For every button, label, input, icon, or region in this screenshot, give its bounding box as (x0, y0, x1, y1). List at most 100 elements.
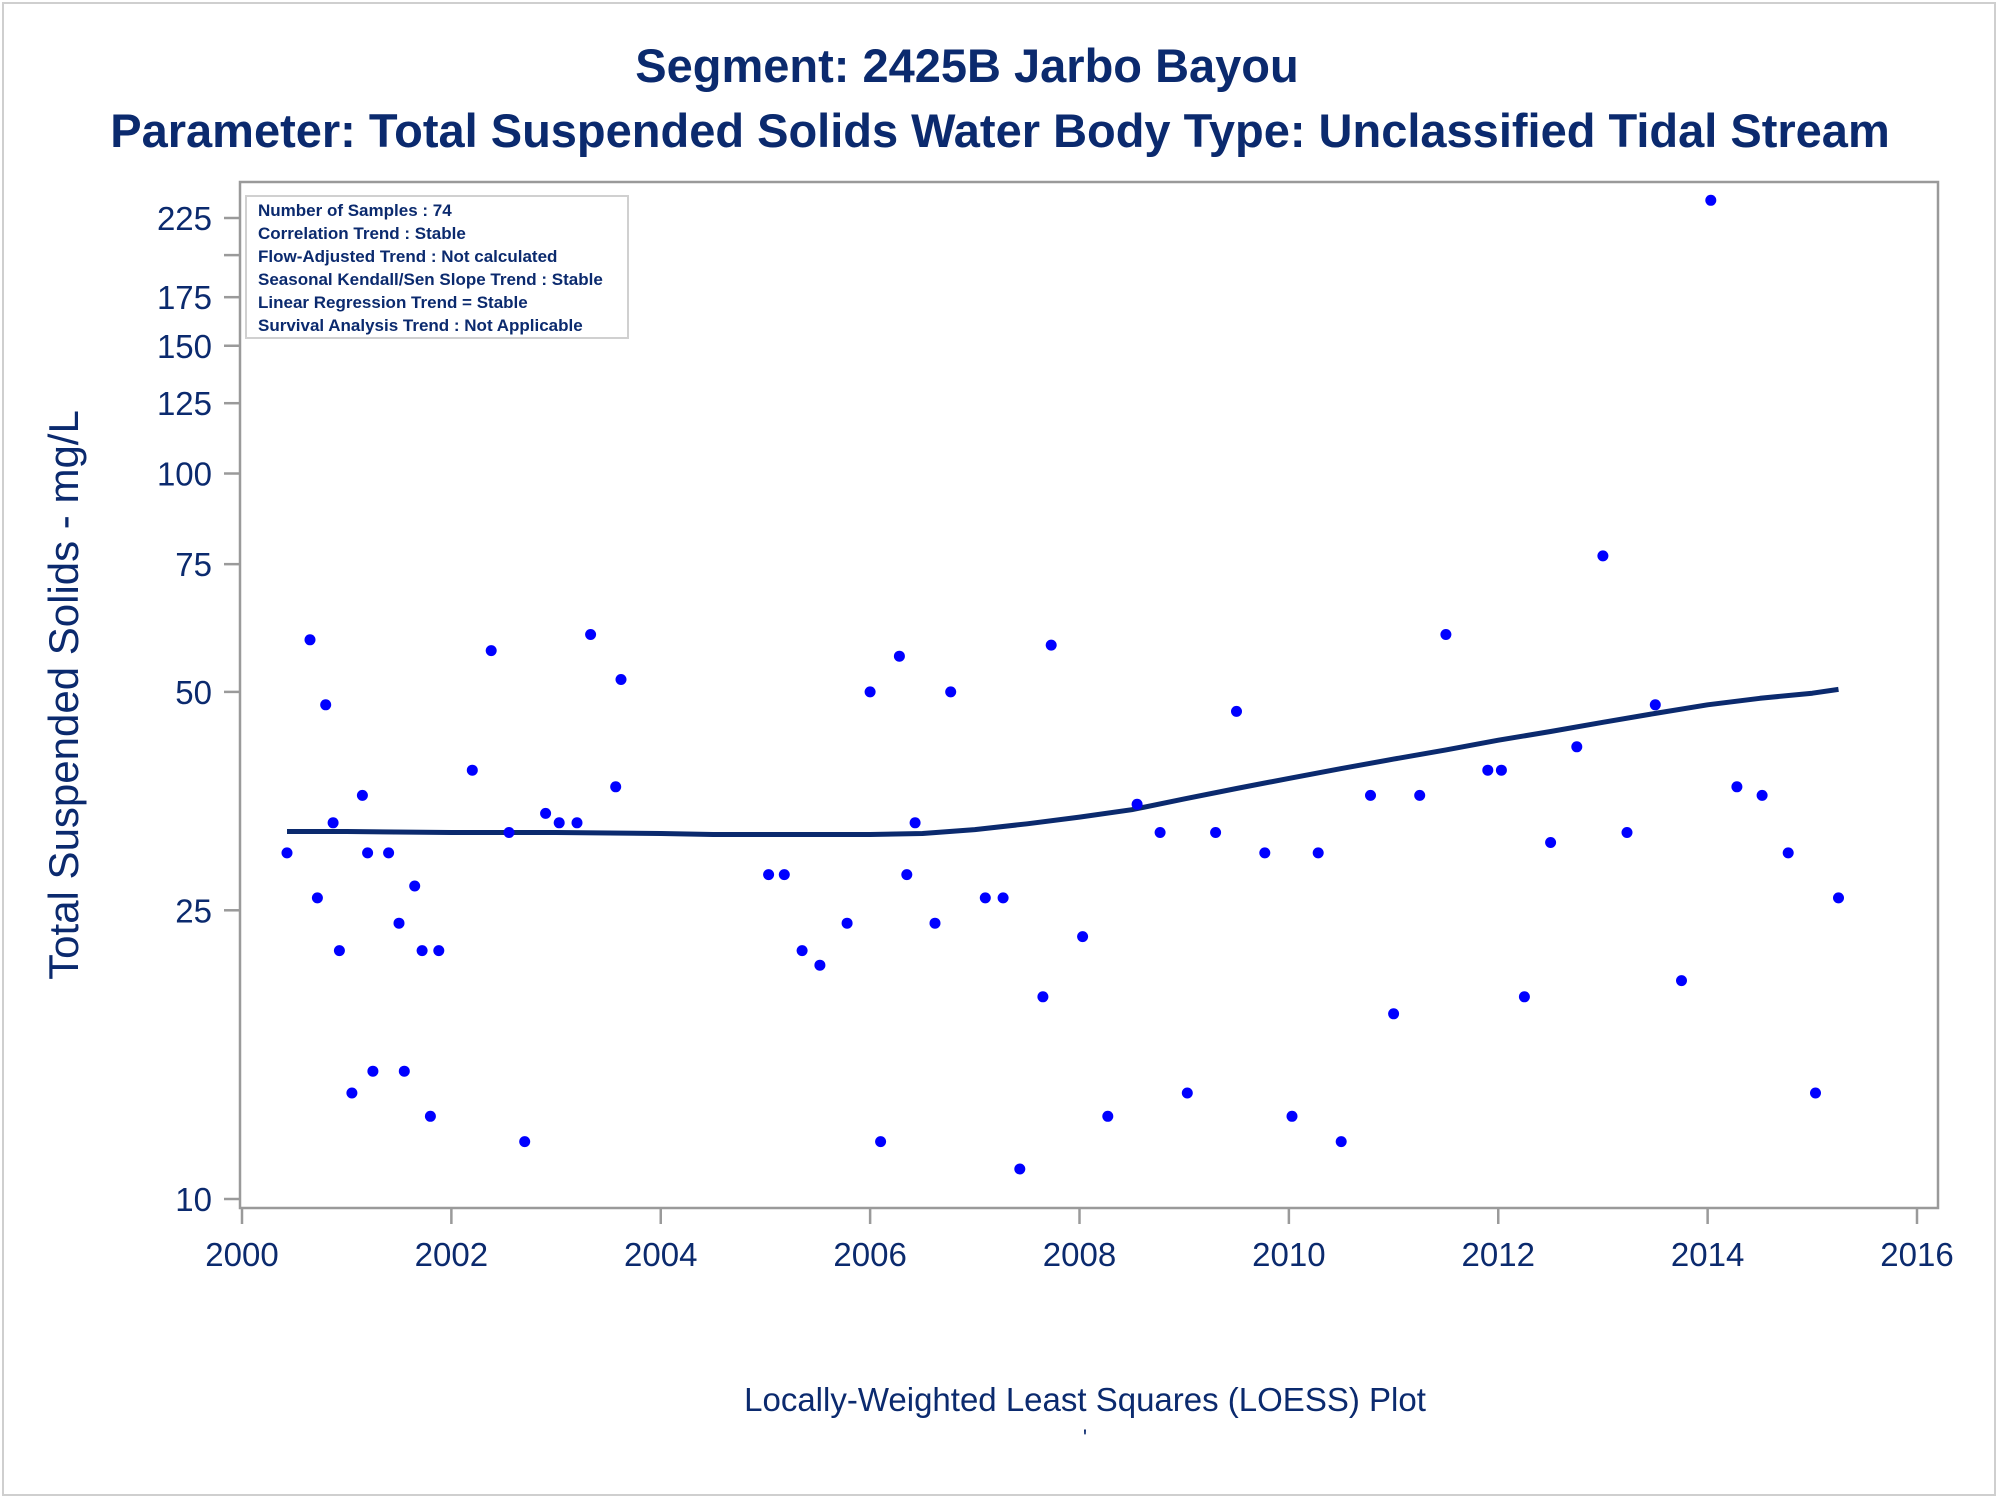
data-point (519, 1136, 531, 1148)
data-point (1545, 837, 1557, 848)
stats-line-seasonal-kendall: Seasonal Kendall/Sen Slope Trend : Stabl… (258, 270, 603, 289)
data-point (416, 945, 428, 957)
data-point (1335, 1136, 1347, 1148)
data-point (333, 945, 345, 957)
x-tick-label: 2012 (1462, 1236, 1535, 1273)
data-point (1312, 847, 1324, 859)
x-tick-label: 2006 (833, 1236, 906, 1273)
data-point (875, 1136, 887, 1148)
data-point (1045, 639, 1057, 651)
x-tick-label: 2002 (415, 1236, 488, 1273)
data-point (356, 789, 368, 801)
data-point (1495, 764, 1507, 776)
data-point (409, 880, 421, 892)
x-axis: 2000 2002 2004 2006 2008 2010 2012 2014 2016 (205, 1208, 1954, 1273)
y-tick-label: 225 (157, 200, 212, 237)
data-point (1286, 1110, 1298, 1122)
x-tick-label: 2000 (205, 1236, 278, 1273)
data-point (362, 847, 374, 859)
data-point (1131, 798, 1143, 810)
y-tick-label: 100 (157, 456, 212, 493)
y-tick-label: 10 (175, 1181, 212, 1218)
data-point (1731, 781, 1743, 793)
data-point (1833, 892, 1844, 904)
stats-line-survival: Survival Analysis Trend : Not Applicable (258, 316, 583, 335)
stats-box-border (245, 195, 629, 339)
data-point (1414, 789, 1426, 801)
data-point (1756, 789, 1768, 801)
data-point (1649, 699, 1661, 711)
data-point (311, 892, 323, 904)
data-point (383, 847, 395, 859)
data-point (1482, 764, 1494, 776)
data-point (1181, 1087, 1193, 1099)
data-point (485, 645, 497, 657)
data-point (893, 650, 905, 662)
y-tick-label: 125 (157, 385, 212, 422)
stats-line-correlation: Correlation Trend : Stable (258, 224, 466, 243)
data-point (814, 959, 826, 971)
x-tick-label: 2010 (1252, 1236, 1325, 1273)
data-point (1440, 629, 1452, 640)
data-point (1365, 789, 1376, 801)
data-point (424, 1110, 436, 1122)
data-point (346, 1087, 358, 1099)
y-tick-label: 75 (175, 546, 212, 583)
data-point (585, 629, 597, 640)
data-point (553, 817, 565, 829)
data-point (909, 817, 921, 829)
data-point (1102, 1110, 1114, 1122)
y-tick-label: 175 (157, 279, 212, 316)
y-tick-label: 50 (175, 674, 212, 711)
x-tick-label: 2016 (1880, 1236, 1953, 1273)
data-point (367, 1065, 379, 1077)
data-point (1705, 194, 1717, 206)
data-point (1014, 1163, 1026, 1175)
data-point (1676, 975, 1687, 987)
data-point (304, 634, 316, 646)
x-tick-label: 2008 (1043, 1236, 1116, 1273)
data-point (901, 869, 913, 881)
plot-area (238, 180, 1940, 1210)
chart-subtitle: Parameter: Total Suspended Solids Water … (110, 104, 1889, 157)
data-point (540, 807, 552, 819)
data-point (1518, 991, 1530, 1003)
footnote-mark: ' (1083, 1425, 1087, 1450)
data-point (796, 945, 808, 957)
data-point (1388, 1008, 1400, 1020)
data-point (571, 817, 583, 829)
data-point (615, 674, 627, 685)
y-tick-label: 150 (157, 328, 212, 365)
data-point (320, 699, 332, 711)
data-point (1810, 1087, 1821, 1099)
chart-title: Segment: 2425B Jarbo Bayou (635, 39, 1298, 92)
data-point (281, 847, 293, 859)
data-points (281, 194, 1844, 1175)
stats-line-linear-regression: Linear Regression Trend = Stable (258, 293, 528, 312)
stats-box: Number of Samples : 74 Correlation Trend… (245, 195, 629, 339)
y-axis-label: Total Suspended Solids - mg/L (40, 410, 87, 980)
data-point (945, 686, 957, 698)
data-point (398, 1065, 410, 1077)
data-point (466, 764, 478, 776)
data-point (1210, 827, 1222, 838)
x-tick-label: 2004 (624, 1236, 697, 1273)
data-point (1231, 705, 1242, 717)
stats-line-flow-adjusted: Flow-Adjusted Trend : Not calculated (258, 247, 557, 266)
data-point (929, 917, 941, 929)
data-point (864, 686, 876, 698)
data-point (503, 827, 515, 838)
data-point (1037, 991, 1049, 1003)
y-tick-label: 25 (175, 892, 212, 929)
loess-line (287, 686, 1839, 837)
data-point (1154, 827, 1166, 838)
data-point (997, 892, 1009, 904)
data-point (433, 945, 445, 957)
data-point (1571, 741, 1583, 753)
data-point (1782, 847, 1794, 859)
data-point (763, 869, 775, 881)
data-point (393, 917, 405, 929)
data-point (778, 869, 790, 881)
